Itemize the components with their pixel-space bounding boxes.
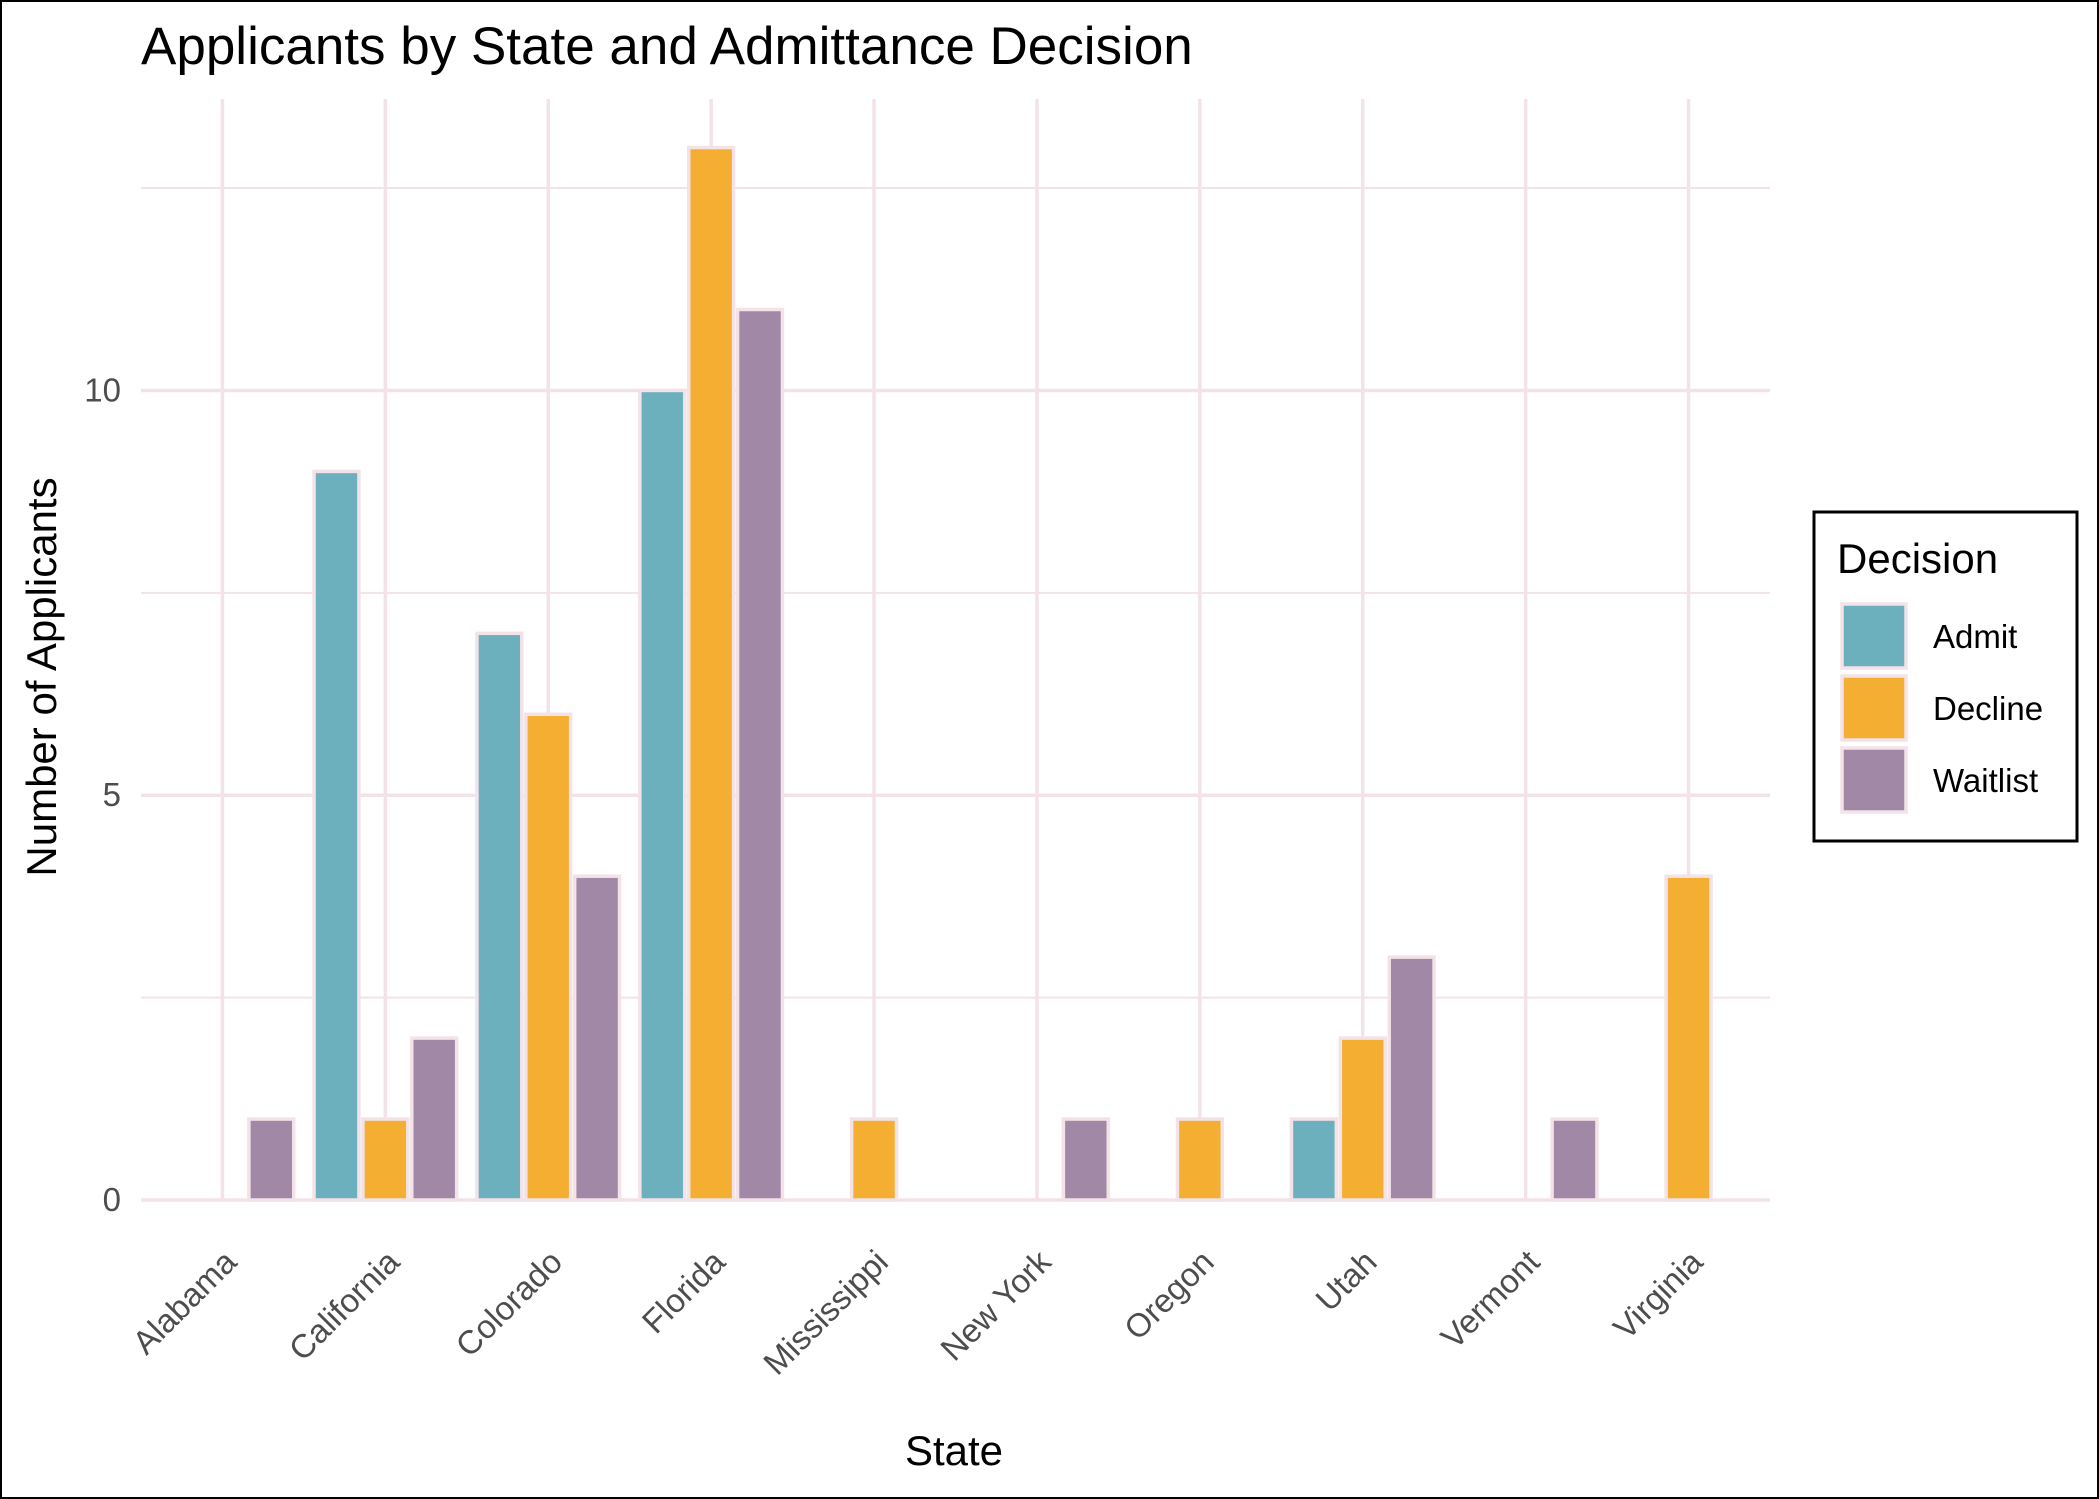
- legend-swatch-admit: [1840, 602, 1908, 670]
- bar-admit-florida: [638, 388, 687, 1202]
- x-tick-label: Virginia: [1606, 1242, 1710, 1346]
- y-tick-label: 5: [103, 776, 121, 813]
- legend-label-admit: Admit: [1933, 618, 2017, 655]
- bar-decline-mississippi: [849, 1117, 899, 1202]
- bar-waitlist-vermont: [1550, 1117, 1599, 1202]
- y-tick-label: 0: [103, 1181, 121, 1218]
- x-tick-label: California: [282, 1242, 407, 1367]
- x-tick-label: Oregon: [1117, 1243, 1221, 1347]
- x-axis-title: State: [905, 1427, 1003, 1474]
- bar-decline-colorado: [524, 712, 573, 1202]
- bar-waitlist-california: [410, 1036, 459, 1202]
- x-tick-label: Colorado: [448, 1243, 569, 1364]
- x-tick-label: New York: [933, 1242, 1058, 1367]
- legend-label-decline: Decline: [1933, 690, 2043, 727]
- bar-admit-colorado: [475, 631, 524, 1202]
- x-axis-ticks: Alabama California Colorado Florida Mississi…: [125, 1242, 1710, 1381]
- bar-admit-california: [312, 469, 361, 1202]
- y-tick-label: 10: [84, 371, 121, 408]
- bar-decline-florida: [686, 145, 736, 1202]
- legend: Decision Admit Decline Waitlist: [1812, 510, 2079, 843]
- x-tick-label: Utah: [1308, 1243, 1383, 1318]
- bar-waitlist-colorado: [572, 874, 622, 1202]
- legend-items: Admit Decline Waitlist: [1840, 602, 2043, 814]
- grid: [141, 99, 1770, 1202]
- legend-title: Decision: [1837, 535, 1998, 582]
- legend-swatch-decline: [1840, 674, 1908, 742]
- y-axis-ticks: 0 5 10: [84, 371, 121, 1218]
- legend-swatch-waitlist: [1840, 746, 1908, 814]
- x-tick-label: Alabama: [125, 1242, 244, 1361]
- bar-waitlist-utah: [1387, 955, 1436, 1202]
- bar-decline-utah: [1338, 1036, 1387, 1202]
- x-tick-label: Florida: [635, 1242, 733, 1340]
- chart-title: Applicants by State and Admittance Decis…: [141, 17, 1193, 76]
- x-tick-label: Vermont: [1434, 1243, 1547, 1356]
- bar-admit-utah: [1289, 1117, 1339, 1202]
- bar-decline-oregon: [1175, 1117, 1225, 1202]
- bars: [247, 145, 1713, 1202]
- bar-waitlist-alabama: [247, 1117, 296, 1202]
- bar-waitlist-florida: [735, 307, 785, 1202]
- bar-waitlist-new-york: [1061, 1117, 1111, 1202]
- bar-decline-virginia: [1664, 874, 1713, 1202]
- x-tick-label: Mississippi: [756, 1243, 895, 1382]
- y-axis-title: Number of Applicants: [18, 477, 65, 876]
- legend-label-waitlist: Waitlist: [1933, 762, 2038, 799]
- bar-decline-california: [361, 1117, 410, 1202]
